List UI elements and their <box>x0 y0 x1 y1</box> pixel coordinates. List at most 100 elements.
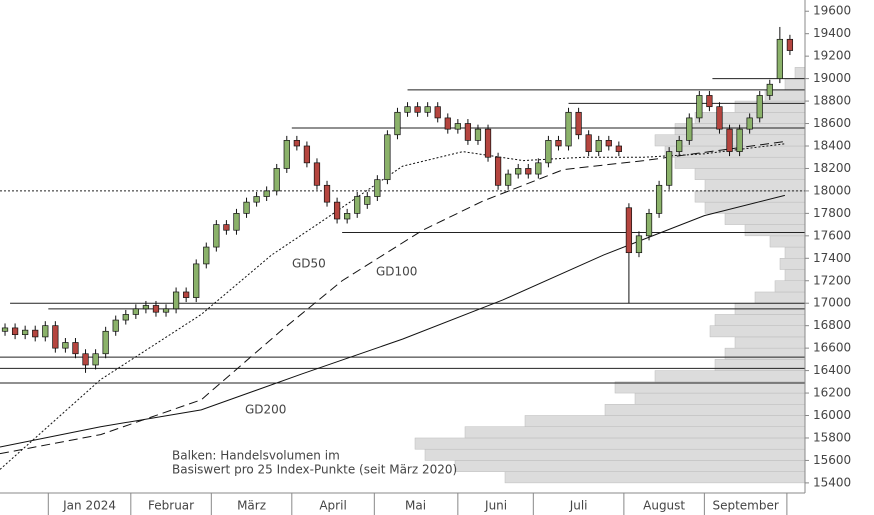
x-tick-label: Mai <box>405 499 426 513</box>
candle-body <box>655 184 663 214</box>
volume-bar <box>754 291 806 304</box>
candle-body <box>32 329 39 338</box>
candle-body <box>233 213 240 231</box>
volume-bar <box>424 448 806 461</box>
volume-bar <box>704 179 806 192</box>
y-tick-label: 19200 <box>813 49 851 63</box>
candle-body <box>635 235 643 254</box>
volume-bar <box>674 156 806 169</box>
candle-body <box>42 325 49 338</box>
candle-body <box>776 38 783 79</box>
candle-body <box>535 162 542 175</box>
volume-bar <box>714 359 806 371</box>
volume-bar <box>694 190 806 203</box>
y-tick-label: 17600 <box>813 228 851 242</box>
x-tick-label: September <box>712 499 778 513</box>
candle-body <box>243 201 250 214</box>
candle-body <box>575 111 582 136</box>
candle-body <box>585 134 592 152</box>
candle-body <box>313 162 321 186</box>
candle-body <box>374 179 381 197</box>
y-tick-label: 16600 <box>813 341 851 355</box>
y-tick-label: 17800 <box>813 206 851 220</box>
ma-label: GD50 <box>292 257 326 271</box>
candle-body <box>172 291 180 310</box>
volume-bar <box>724 213 806 225</box>
y-tick-label: 17400 <box>813 251 851 265</box>
volume-bar <box>794 67 806 79</box>
candle-body <box>183 291 190 298</box>
y-tick-label: 19000 <box>813 71 851 85</box>
volume-bar <box>604 404 806 416</box>
candle-body <box>595 140 602 152</box>
candle-body <box>72 342 79 355</box>
candle-body <box>394 111 401 136</box>
candles <box>1 26 794 373</box>
candle-body <box>112 319 119 332</box>
candle-body <box>364 196 371 205</box>
candle-body <box>354 196 361 214</box>
candle-body <box>303 145 311 164</box>
candle-body <box>223 224 230 231</box>
y-tick-label: 15600 <box>813 453 851 467</box>
volume-bar <box>734 100 806 113</box>
candle-body <box>333 201 341 220</box>
candle-body <box>102 330 109 355</box>
candle-body <box>444 117 451 130</box>
candle-body <box>142 305 150 310</box>
volume-profile <box>414 67 806 484</box>
candle-body <box>625 207 633 254</box>
candle-body <box>766 83 773 96</box>
annotation: Basiswert pro 25 Index-Punkte (seit März… <box>172 463 457 477</box>
candle-body <box>162 308 170 313</box>
y-tick-label: 16200 <box>813 386 851 400</box>
candle-body <box>424 106 431 113</box>
candle-body <box>736 128 743 152</box>
candle-body <box>384 134 391 181</box>
candle-body <box>756 95 763 119</box>
candle-body <box>746 117 753 130</box>
y-tick-label: 18600 <box>813 116 851 130</box>
candle-body <box>11 327 19 336</box>
candle-body <box>615 145 622 152</box>
volume-bar <box>784 269 806 282</box>
candle-body <box>283 140 290 169</box>
volume-bar <box>724 347 806 360</box>
candle-body <box>193 263 200 298</box>
levels <box>0 78 805 384</box>
candle-body <box>293 140 300 147</box>
x-tick-label: Jan 2024 <box>62 499 116 513</box>
volume-bar <box>454 460 806 472</box>
annotation: Balken: Handelsvolumen im <box>172 449 340 463</box>
candle-body <box>555 140 562 147</box>
y-tick-label: 15800 <box>813 430 851 444</box>
candle-body <box>203 246 210 265</box>
x-tick-label: März <box>237 499 266 513</box>
ma-label: GD100 <box>376 265 417 279</box>
y-tick-label: 19400 <box>813 26 851 40</box>
volume-bar <box>779 258 806 270</box>
volume-bar <box>614 381 806 394</box>
candle-body <box>404 106 411 113</box>
x-tick-label: August <box>643 499 685 513</box>
candle-body <box>122 314 129 321</box>
candle-body <box>494 156 502 186</box>
candle-body <box>22 329 29 336</box>
candle-body <box>716 106 723 130</box>
candle-body <box>434 106 441 119</box>
y-tick-label: 18200 <box>813 161 851 175</box>
candle-body <box>515 168 522 175</box>
y-tick-label: 18400 <box>813 138 851 152</box>
candle-body <box>666 151 673 186</box>
volume-bar <box>784 78 806 91</box>
x-tick-label: Juni <box>484 499 507 513</box>
candle-body <box>484 128 492 158</box>
candle-body <box>525 168 532 175</box>
volume-bar <box>414 437 806 450</box>
y-tick-label: 16400 <box>813 363 851 377</box>
volume-bar <box>784 246 806 259</box>
x-tick-label: April <box>319 499 346 513</box>
volume-bar <box>714 314 806 326</box>
candle-body <box>645 213 653 237</box>
candle-body <box>786 38 794 51</box>
